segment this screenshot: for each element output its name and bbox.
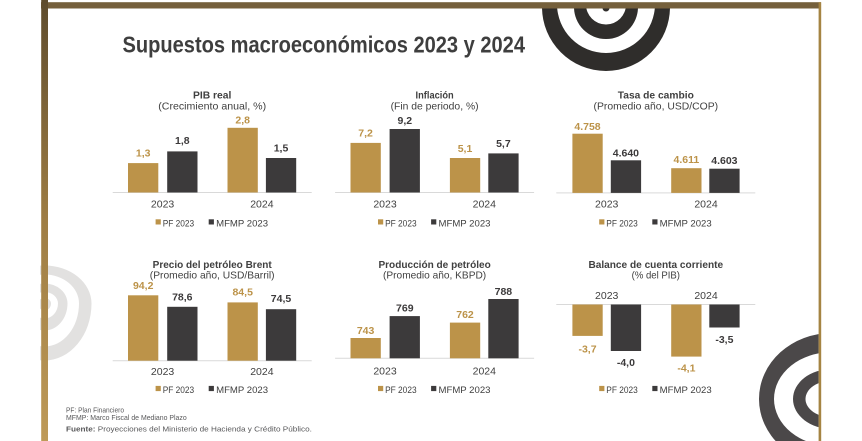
- svg-text:MFMP: Marco Fiscal de Mediano: MFMP: Marco Fiscal de Mediano Plazo: [66, 415, 187, 422]
- svg-text:762: 762: [456, 309, 474, 321]
- svg-text:4.603: 4.603: [711, 155, 737, 167]
- svg-text:Inflación: Inflación: [416, 90, 454, 102]
- svg-text:2023: 2023: [595, 290, 619, 302]
- svg-text:Tasa de cambio: Tasa de cambio: [618, 90, 694, 102]
- svg-text:5,7: 5,7: [496, 138, 511, 150]
- svg-text:PF: Plan Financiero: PF: Plan Financiero: [66, 408, 124, 415]
- svg-text:-3,7: -3,7: [578, 344, 596, 356]
- svg-text:Fuente: Proyecciones del Minis: Fuente: Proyecciones del Ministerio de H…: [66, 425, 312, 434]
- svg-text:2023: 2023: [373, 366, 397, 378]
- svg-text:2024: 2024: [250, 198, 274, 210]
- svg-text:-4,1: -4,1: [677, 363, 695, 375]
- svg-text:2023: 2023: [151, 366, 175, 378]
- svg-text:MFMP 2023: MFMP 2023: [660, 219, 712, 230]
- svg-text:Supuestos macroeconómicos 2023: Supuestos macroeconómicos 2023 y 2024: [123, 32, 526, 58]
- svg-text:Balance de cuenta corriente: Balance de cuenta corriente: [588, 259, 723, 271]
- svg-text:(Fin de periodo, %): (Fin de periodo, %): [391, 100, 479, 112]
- svg-text:4.640: 4.640: [613, 147, 639, 159]
- svg-text:2024: 2024: [694, 290, 718, 302]
- svg-text:94,2: 94,2: [133, 280, 154, 292]
- svg-text:2023: 2023: [373, 198, 397, 210]
- svg-text:PF 2023: PF 2023: [385, 385, 417, 396]
- svg-text:2,8: 2,8: [235, 114, 250, 126]
- svg-text:743: 743: [357, 325, 375, 337]
- svg-text:MFMP 2023: MFMP 2023: [216, 219, 268, 230]
- svg-text:1,3: 1,3: [136, 148, 151, 160]
- svg-text:(% del PIB): (% del PIB): [632, 270, 680, 282]
- svg-text:2023: 2023: [151, 198, 175, 210]
- svg-text:MFMP 2023: MFMP 2023: [439, 385, 491, 396]
- svg-text:(Promedio año, USD/COP): (Promedio año, USD/COP): [594, 100, 719, 112]
- svg-text:5,1: 5,1: [458, 143, 473, 155]
- svg-text:Producción de petróleo: Producción de petróleo: [378, 259, 490, 271]
- svg-text:74,5: 74,5: [271, 293, 292, 305]
- svg-text:1,5: 1,5: [274, 142, 289, 154]
- svg-text:(Promedio año, KBPD): (Promedio año, KBPD): [383, 270, 486, 282]
- svg-text:(Promedio año, USD/Barril): (Promedio año, USD/Barril): [150, 270, 275, 282]
- svg-text:1,8: 1,8: [175, 135, 190, 147]
- svg-text:788: 788: [495, 286, 513, 298]
- svg-text:2024: 2024: [473, 198, 497, 210]
- svg-text:MFMP 2023: MFMP 2023: [660, 385, 712, 396]
- svg-text:-4,0: -4,0: [617, 357, 635, 369]
- svg-text:PF 2023: PF 2023: [163, 385, 195, 396]
- svg-text:PF 2023: PF 2023: [163, 219, 195, 230]
- svg-text:(Crecimiento anual, %): (Crecimiento anual, %): [158, 100, 266, 112]
- svg-text:769: 769: [396, 303, 414, 315]
- svg-text:4.611: 4.611: [674, 154, 700, 166]
- svg-text:2023: 2023: [595, 198, 619, 210]
- svg-text:MFMP 2023: MFMP 2023: [439, 219, 491, 230]
- svg-text:78,6: 78,6: [172, 292, 193, 304]
- svg-text:-3,5: -3,5: [715, 334, 733, 346]
- svg-text:2024: 2024: [250, 366, 274, 378]
- svg-text:PF 2023: PF 2023: [385, 219, 417, 230]
- svg-text:PIB real: PIB real: [193, 90, 231, 102]
- svg-text:PF 2023: PF 2023: [606, 219, 638, 230]
- svg-text:2024: 2024: [694, 198, 718, 210]
- svg-text:4.758: 4.758: [574, 121, 600, 133]
- svg-text:Precio del petróleo Brent: Precio del petróleo Brent: [153, 259, 273, 271]
- svg-text:MFMP 2023: MFMP 2023: [216, 385, 268, 396]
- svg-text:2024: 2024: [473, 366, 497, 378]
- svg-text:7,2: 7,2: [358, 128, 373, 140]
- svg-text:PF 2023: PF 2023: [606, 385, 638, 396]
- svg-text:9,2: 9,2: [397, 115, 412, 127]
- svg-text:84,5: 84,5: [232, 286, 253, 298]
